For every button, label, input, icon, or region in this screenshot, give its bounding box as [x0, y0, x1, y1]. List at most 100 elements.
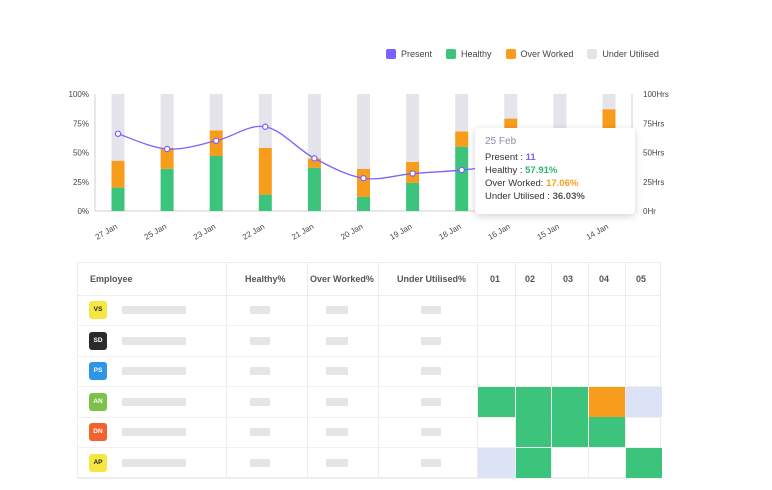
- bar-segment-under-utilised: [406, 94, 420, 162]
- column-divider: [625, 263, 626, 477]
- column-header-day-04[interactable]: 04: [599, 274, 610, 284]
- y-tick-right: 50Hrs: [643, 149, 664, 158]
- value-placeholder: [326, 306, 348, 314]
- day-status-cell: [516, 417, 551, 447]
- legend-label-over-worked: Over Worked: [520, 49, 574, 59]
- day-status-cell: [552, 386, 588, 417]
- legend-label-present: Present: [401, 49, 433, 59]
- value-placeholder: [421, 306, 441, 314]
- tooltip-underutilised-label: Under Utilised :: [485, 191, 550, 202]
- x-tick-label: 18 Jan: [437, 222, 462, 242]
- value-placeholder: [326, 336, 348, 345]
- employee-avatar: AN: [89, 392, 107, 411]
- column-divider: [477, 263, 478, 477]
- bar-segment-under-utilised: [504, 94, 518, 119]
- tooltip-present-value: 11: [525, 152, 536, 163]
- value-placeholder: [326, 367, 348, 375]
- column-header-day-01[interactable]: 01: [490, 274, 501, 284]
- value-placeholder: [250, 458, 270, 467]
- y-tick-right: 0Hr: [643, 207, 656, 216]
- present-point: [114, 130, 122, 137]
- value-placeholder: [250, 397, 270, 406]
- employee-avatar: PS: [89, 362, 107, 380]
- column-header-overworked[interactable]: Over Worked%: [310, 274, 374, 284]
- x-tick-label: 21 Jan: [290, 222, 315, 242]
- legend-item-over-worked[interactable]: Over Worked: [505, 49, 574, 59]
- present-point: [458, 166, 465, 174]
- value-placeholder: [421, 428, 441, 436]
- bar-segment-under-utilised: [553, 94, 567, 130]
- table-row[interactable]: PS: [78, 356, 660, 387]
- bar-segment-healthy: [455, 146, 469, 211]
- bar-segment-over-worked: [357, 168, 370, 197]
- tooltip-overworked-value: 17.06%: [546, 178, 579, 189]
- column-header-day-02[interactable]: 02: [525, 274, 536, 284]
- bar-segment-under-utilised: [111, 94, 125, 161]
- legend-swatch-over-worked: [505, 49, 516, 59]
- employee-name-placeholder: [122, 458, 186, 467]
- tooltip-healthy-label: Healthy :: [485, 165, 523, 176]
- legend-label-healthy: Healthy: [461, 49, 492, 59]
- bar-segment-under-utilised: [258, 94, 272, 148]
- column-divider: [378, 263, 379, 477]
- legend-item-healthy[interactable]: Healthy: [446, 49, 492, 59]
- y-tick-left: 75%: [73, 119, 89, 128]
- column-header-healthy[interactable]: Healthy%: [245, 274, 286, 284]
- employee-avatar: VS: [89, 301, 107, 319]
- x-tick-label: 25 Jan: [143, 222, 168, 242]
- table-row[interactable]: VS: [78, 295, 660, 326]
- x-tick-label: 27 Jan: [94, 222, 119, 242]
- day-status-cell: [516, 386, 551, 417]
- bar-segment-over-worked: [307, 158, 321, 168]
- bar-segment-under-utilised: [307, 94, 321, 159]
- employee-name-placeholder: [122, 397, 186, 406]
- chart-tooltip: 25 Feb Present : 11 Healthy : 57.91% Ove…: [475, 128, 635, 214]
- column-divider: [551, 263, 552, 477]
- employee-avatar: AP: [89, 453, 107, 472]
- present-point: [360, 175, 367, 182]
- value-placeholder: [250, 336, 270, 345]
- bar-segment-healthy: [258, 194, 272, 211]
- tooltip-date: 25 Feb: [485, 136, 517, 147]
- tooltip-underutilised-row: Under Utilised : 36.03%: [485, 190, 625, 203]
- day-status-cell: [589, 417, 625, 447]
- day-status-cell: [516, 447, 551, 478]
- legend-swatch-healthy: [446, 49, 457, 59]
- column-header-day-05[interactable]: 05: [636, 274, 647, 284]
- table-row[interactable]: AN: [78, 386, 662, 418]
- bar-segment-under-utilised: [455, 94, 469, 132]
- x-tick-label: 20 Jan: [339, 222, 364, 242]
- present-point: [262, 123, 269, 130]
- y-tick-left: 25%: [73, 178, 89, 187]
- bar-segment-over-worked: [111, 160, 125, 188]
- day-status-cell: [626, 447, 662, 478]
- employee-name-placeholder: [122, 428, 186, 436]
- tooltip-overworked-row: Over Worked: 17.06%: [485, 177, 625, 190]
- column-header-underutilised[interactable]: Under Utilised%: [397, 274, 467, 284]
- day-status-cell: [626, 386, 662, 417]
- y-tick-right: 25Hrs: [643, 178, 664, 187]
- legend-item-present[interactable]: Present: [386, 49, 432, 59]
- stacked-bar-chart: 0% 0Hr 25% 25Hrs 50% 50Hrs 75% 75Hrs 100% 100Hrs 2…: [69, 90, 669, 242]
- y-tick-right: 100Hrs: [643, 90, 669, 99]
- day-status-cell: [589, 386, 625, 417]
- employee-name-placeholder: [122, 367, 186, 375]
- employee-table: Employee Healthy% Over Worked% Under Uti…: [77, 262, 662, 479]
- table-row[interactable]: SD: [78, 326, 660, 357]
- table-row[interactable]: DN: [78, 417, 660, 448]
- employee-avatar: SD: [89, 331, 107, 350]
- table-row[interactable]: AP: [78, 447, 662, 479]
- column-header-day-03[interactable]: 03: [563, 274, 574, 284]
- employee-avatar: DN: [89, 423, 107, 441]
- y-tick-left: 50%: [73, 149, 89, 158]
- y-tick-left: 100%: [69, 90, 89, 99]
- table-header-row: Employee Healthy% Over Worked% Under Uti…: [78, 263, 660, 296]
- present-point: [311, 155, 318, 162]
- value-placeholder: [326, 397, 348, 406]
- bar-segment-under-utilised: [357, 94, 370, 169]
- column-header-employee[interactable]: Employee: [90, 274, 133, 284]
- tooltip-healthy-value: 57.91%: [525, 165, 558, 176]
- x-tick-label: 22 Jan: [241, 222, 266, 242]
- column-divider: [588, 263, 589, 477]
- legend-item-under-utilised[interactable]: Under Utilised: [587, 49, 659, 59]
